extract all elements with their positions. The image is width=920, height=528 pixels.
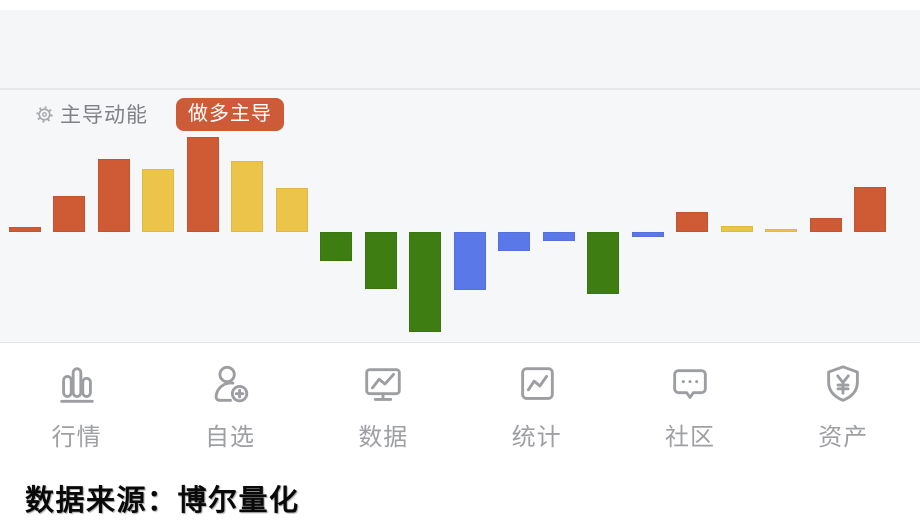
momentum-bar [453,232,486,290]
momentum-bar [8,227,41,232]
momentum-bar [142,169,174,232]
momentum-bar [765,229,797,232]
shield-yen-icon [820,362,866,408]
momentum-bar [320,232,352,261]
tab-quotes[interactable]: 行情 [0,343,153,455]
momentum-bar [587,232,619,294]
tab-label: 社区 [664,424,715,451]
stats-chart-icon [514,362,560,408]
top-white-strip [0,0,920,10]
tab-watchlist[interactable]: 自选 [153,343,306,455]
tab-community[interactable]: 社区 [613,343,766,455]
momentum-bar [364,232,397,289]
chart-header: 主导动能 做多主导 [36,97,284,131]
tab-label: 数据 [358,424,409,451]
bottom-tab-bar: 行情 自选 [0,343,920,455]
momentum-bar [542,232,575,241]
momentum-bar [97,159,130,232]
momentum-bar [186,137,219,232]
momentum-bar [631,232,664,237]
momentum-bar [809,218,842,232]
top-panel [0,10,920,88]
momentum-bar [498,232,530,251]
panel-divider [0,88,920,90]
momentum-bar [275,188,308,232]
dominance-badge: 做多主导 [176,97,284,131]
momentum-bar [676,212,708,232]
bar-chart-icon [54,362,100,408]
chat-bubble-icon [667,362,713,408]
tab-label: 自选 [204,424,255,451]
momentum-bar [409,232,441,332]
tab-assets[interactable]: 资产 [767,343,920,455]
chart-title: 主导动能 [60,104,148,127]
tab-label: 行情 [51,424,102,451]
monitor-chart-icon [360,362,406,408]
bar-series [0,90,920,342]
momentum-chart-panel: 主导动能 做多主导 [0,90,920,343]
momentum-bar [720,226,753,232]
momentum-bar [53,196,85,232]
tab-stats[interactable]: 统计 [460,343,613,455]
data-source-text: 数据来源：博尔量化 [25,485,300,517]
gear-icon[interactable] [36,105,53,123]
momentum-bar [231,161,263,232]
add-user-icon [207,362,253,408]
tab-label: 统计 [511,424,562,451]
tab-label: 资产 [818,424,869,451]
momentum-bar [854,187,886,232]
tab-data[interactable]: 数据 [307,343,460,455]
